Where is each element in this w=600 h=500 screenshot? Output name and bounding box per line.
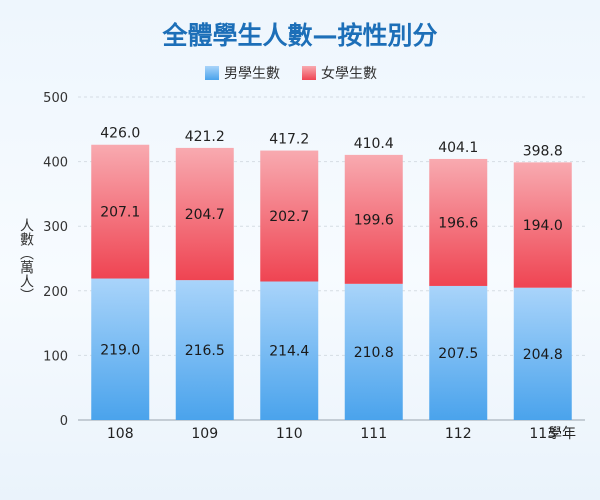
- bar-label-female: 207.1: [100, 205, 140, 221]
- bar-total-label: 410.4: [354, 136, 394, 152]
- bar-group: 216.5 204.7 421.2: [175, 129, 234, 420]
- legend-label-female: 女學生數: [321, 65, 377, 82]
- bar-female: [175, 147, 234, 281]
- y-tick-label: 0: [60, 414, 68, 429]
- bar-label-male: 204.8: [523, 347, 563, 363]
- legend-swatch-female: [302, 66, 316, 80]
- bar-male: [513, 287, 572, 420]
- y-axis-ticks: 0 100 200 300 400 500: [43, 91, 68, 429]
- y-tick-label: 300: [43, 220, 68, 235]
- legend-label-male: 男學生數: [224, 66, 280, 82]
- legend-swatch-male: [205, 66, 219, 80]
- bar-male: [175, 280, 234, 420]
- bar-label-female: 199.6: [354, 212, 394, 228]
- bar-group: 204.8 194.0 398.8: [513, 143, 572, 420]
- y-tick-label: 400: [43, 156, 68, 171]
- x-tick-label: 108: [107, 426, 134, 442]
- bar-label-male: 214.4: [269, 344, 309, 360]
- x-tick-label: 109: [191, 426, 218, 442]
- x-axis-label: 學年: [548, 426, 576, 442]
- bar-group: 219.0 207.1 426.0: [91, 126, 150, 420]
- bar-total-label: 398.8: [523, 143, 563, 159]
- bars: 219.0 207.1 426.0 216.5 204.7 421.2 214.4 202.7…: [91, 126, 572, 420]
- x-axis-ticks: 108 109 110 111 112 113: [107, 426, 556, 442]
- bar-male: [91, 278, 150, 420]
- chart-title: 全體學生人數—按性別分: [161, 21, 437, 50]
- x-tick-label: 111: [360, 426, 387, 442]
- bar-total-label: 421.2: [185, 129, 225, 145]
- bar-total-label: 426.0: [100, 126, 140, 142]
- bar-label-male: 210.8: [354, 345, 394, 361]
- legend: 男學生數 女學生數: [205, 65, 377, 82]
- bar-label-male: 207.5: [438, 346, 478, 362]
- bar-label-female: 196.6: [438, 215, 478, 231]
- bar-male: [260, 281, 319, 420]
- bar-label-female: 202.7: [269, 209, 309, 225]
- y-axis-label: 人數（萬人）: [18, 218, 34, 302]
- bar-total-label: 417.2: [269, 132, 309, 148]
- bar-male: [344, 283, 403, 420]
- bar-female: [260, 150, 319, 282]
- bar-label-male: 216.5: [185, 343, 225, 359]
- gridlines: [78, 96, 585, 421]
- y-tick-label: 100: [43, 349, 68, 364]
- y-tick-label: 500: [43, 91, 68, 106]
- bar-label-male: 219.0: [100, 342, 140, 358]
- bar-female: [513, 162, 572, 288]
- bar-female: [91, 144, 150, 279]
- bar-group: 207.5 196.6 404.1: [429, 140, 488, 420]
- y-axis-label-text: 人數（萬人）: [18, 218, 34, 302]
- bar-female: [429, 158, 488, 286]
- x-tick-label: 113: [529, 426, 556, 442]
- bar-female: [344, 154, 403, 284]
- bar-total-label: 404.1: [438, 140, 478, 156]
- bar-label-female: 204.7: [185, 207, 225, 223]
- bar-group: 214.4 202.7 417.2: [260, 132, 319, 420]
- x-tick-label: 110: [276, 426, 303, 442]
- x-tick-label: 112: [445, 426, 472, 442]
- bar-male: [429, 285, 488, 420]
- bar-label-female: 194.0: [523, 218, 563, 234]
- y-tick-label: 200: [43, 285, 68, 300]
- bar-group: 210.8 199.6 410.4: [344, 136, 403, 420]
